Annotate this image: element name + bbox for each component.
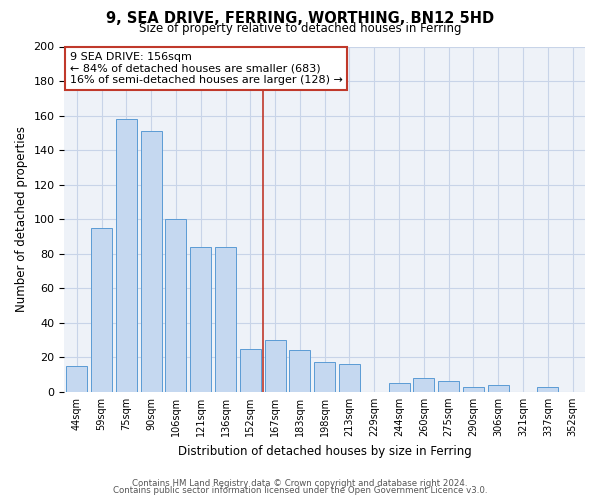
Bar xyxy=(91,228,112,392)
X-axis label: Distribution of detached houses by size in Ferring: Distribution of detached houses by size … xyxy=(178,444,472,458)
Text: Size of property relative to detached houses in Ferring: Size of property relative to detached ho… xyxy=(139,22,461,35)
Text: Contains HM Land Registry data © Crown copyright and database right 2024.: Contains HM Land Registry data © Crown c… xyxy=(132,478,468,488)
Bar xyxy=(240,348,261,392)
Text: 9, SEA DRIVE, FERRING, WORTHING, BN12 5HD: 9, SEA DRIVE, FERRING, WORTHING, BN12 5H… xyxy=(106,11,494,26)
Bar xyxy=(289,350,310,392)
Bar xyxy=(215,247,236,392)
Bar xyxy=(537,386,559,392)
Bar xyxy=(413,378,434,392)
Text: Contains public sector information licensed under the Open Government Licence v3: Contains public sector information licen… xyxy=(113,486,487,495)
Bar xyxy=(389,383,410,392)
Bar xyxy=(265,340,286,392)
Bar xyxy=(190,247,211,392)
Bar xyxy=(140,131,162,392)
Bar xyxy=(488,385,509,392)
Bar xyxy=(438,382,459,392)
Bar xyxy=(66,366,88,392)
Bar xyxy=(339,364,360,392)
Bar xyxy=(463,386,484,392)
Bar xyxy=(314,362,335,392)
Text: 9 SEA DRIVE: 156sqm
← 84% of detached houses are smaller (683)
16% of semi-detac: 9 SEA DRIVE: 156sqm ← 84% of detached ho… xyxy=(70,52,343,85)
Bar xyxy=(116,119,137,392)
Bar xyxy=(166,219,187,392)
Y-axis label: Number of detached properties: Number of detached properties xyxy=(15,126,28,312)
